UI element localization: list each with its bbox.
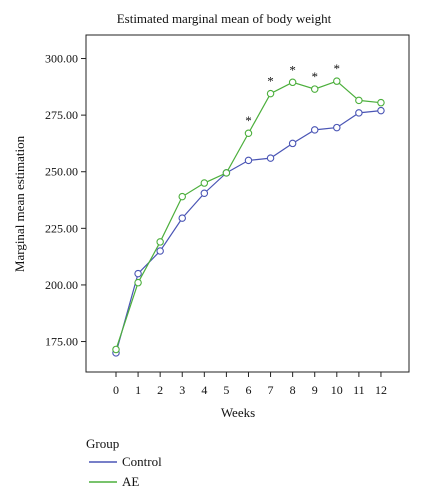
significance-marker: * [245,113,252,128]
y-tick-label: 250.00 [45,165,78,179]
chart-title: Estimated marginal mean of body weight [117,11,332,26]
x-tick-label: 5 [223,383,229,397]
x-tick-label: 0 [113,383,119,397]
y-axis-ticks: 175.00 200.00 225.00 250.00 275.00 300.00 [45,52,86,349]
x-tick-label: 1 [135,383,141,397]
data-point-control [377,106,385,115]
data-point-ae [355,96,363,105]
significance-marker: * [267,74,274,89]
data-point-control [288,139,297,148]
significance-markers: * * * * * [245,61,340,128]
data-point-ae [200,179,209,187]
data-point-control [355,109,363,117]
data-point-ae [222,169,231,177]
legend-items: Control AE [89,454,162,489]
significance-marker: * [289,62,296,77]
legend-label-control: Control [122,454,162,469]
x-tick-label: 9 [312,383,318,397]
data-point-control [178,214,186,222]
data-point-ae [112,345,120,354]
y-axis-label: Marginal mean estimation [12,135,27,272]
data-point-ae [333,77,341,85]
x-tick-label: 2 [157,383,163,397]
x-axis-ticks: 0 1 2 3 4 5 6 7 8 9 10 11 12 [113,372,387,397]
data-point-ae [156,238,164,246]
significance-marker: * [311,69,318,84]
legend-label-ae: AE [122,474,139,489]
y-tick-label: 225.00 [45,221,78,235]
legend: Group Control AE [86,436,162,489]
x-tick-label: 6 [245,383,251,397]
data-point-ae [178,192,186,201]
y-tick-label: 200.00 [45,278,78,292]
data-point-ae [134,278,142,287]
x-tick-label: 7 [268,383,274,397]
x-tick-label: 3 [179,383,185,397]
y-tick-label: 275.00 [45,108,78,122]
y-tick-label: 175.00 [45,335,78,349]
x-tick-label: 11 [353,383,365,397]
plot-frame [85,34,410,373]
significance-marker: * [334,61,341,76]
data-point-ae [244,129,253,137]
x-axis-label: Weeks [221,405,255,420]
x-tick-label: 4 [201,383,207,397]
data-point-ae [377,98,385,107]
data-point-control [244,156,253,165]
data-point-control [134,269,142,278]
data-point-ae [310,85,319,93]
series-layer [112,77,385,357]
data-point-ae [266,89,275,98]
x-tick-label: 12 [375,383,387,397]
data-point-control [333,123,341,132]
data-point-control [310,126,319,134]
series-line-control [115,109,382,354]
legend-title: Group [86,436,119,451]
y-tick-label: 300.00 [45,52,78,66]
data-point-control [200,189,209,197]
x-tick-label: 10 [331,383,343,397]
data-point-ae [288,78,297,87]
data-point-control [156,247,164,255]
x-tick-label: 8 [290,383,296,397]
data-point-control [266,154,275,162]
